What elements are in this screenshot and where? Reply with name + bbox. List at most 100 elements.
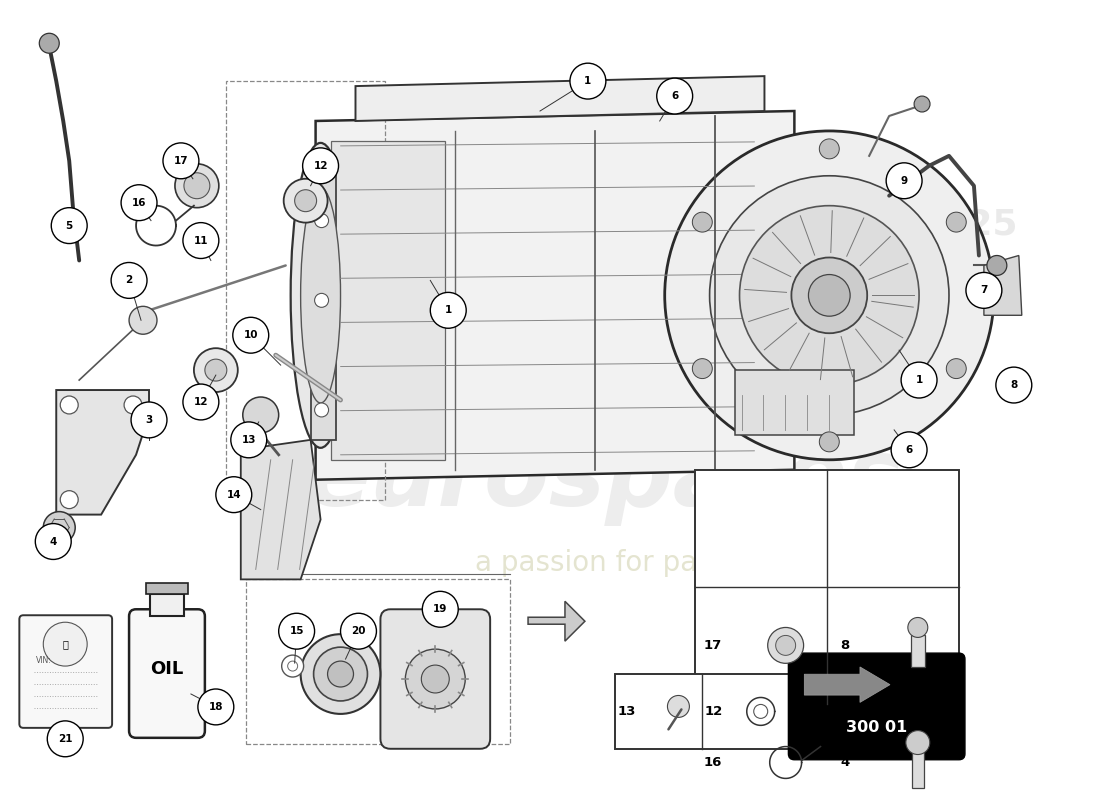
Circle shape [946,358,966,378]
FancyBboxPatch shape [381,610,491,749]
Circle shape [905,730,930,754]
Circle shape [668,695,690,718]
Circle shape [987,255,1007,275]
Text: 6: 6 [671,91,679,101]
Text: 19: 19 [433,604,448,614]
Circle shape [198,689,234,725]
Circle shape [184,173,210,198]
Circle shape [231,422,266,458]
Circle shape [328,661,353,687]
Circle shape [40,34,59,54]
Text: 16: 16 [132,198,146,208]
Text: 20: 20 [351,626,365,636]
Text: 7: 7 [980,286,988,295]
Circle shape [891,432,927,468]
Circle shape [430,292,466,328]
Text: 1: 1 [444,306,452,315]
Text: 1: 1 [584,76,592,86]
Text: 2: 2 [125,275,133,286]
Circle shape [121,185,157,221]
Circle shape [776,635,795,655]
Text: 17: 17 [174,156,188,166]
Text: 9: 9 [901,176,908,186]
Circle shape [243,397,278,433]
Circle shape [131,402,167,438]
Circle shape [216,477,252,513]
Circle shape [124,396,142,414]
Text: 13: 13 [617,705,636,718]
Polygon shape [56,390,148,514]
Circle shape [914,96,929,112]
Text: 4: 4 [840,756,849,769]
Bar [694,470,959,704]
Circle shape [284,178,328,222]
Bar [150,594,184,616]
Bar [735,370,855,435]
Bar [331,141,446,460]
Text: 21: 21 [58,734,73,744]
Bar [911,635,925,667]
Circle shape [315,403,329,417]
Bar [912,749,924,788]
Text: 18: 18 [209,702,223,712]
Circle shape [887,163,922,198]
Text: 15: 15 [289,626,304,636]
Text: 3: 3 [145,415,153,425]
Circle shape [60,396,78,414]
Circle shape [341,614,376,649]
Circle shape [739,206,920,385]
Circle shape [295,190,317,212]
Circle shape [278,614,315,649]
Circle shape [996,367,1032,403]
Text: 12: 12 [705,705,723,718]
Text: 5: 5 [66,221,73,230]
Circle shape [183,384,219,420]
Circle shape [47,721,84,757]
Text: 2025: 2025 [916,208,1018,242]
Circle shape [406,649,465,709]
Circle shape [664,131,994,460]
Bar [226,81,385,500]
Circle shape [35,523,72,559]
Circle shape [966,273,1002,308]
Circle shape [901,362,937,398]
Circle shape [233,318,268,353]
Text: 10: 10 [243,330,258,340]
Text: 4: 4 [50,537,57,546]
Text: eurospares: eurospares [306,434,903,526]
Circle shape [692,358,713,378]
Text: 12: 12 [314,161,328,171]
Circle shape [421,665,449,693]
Text: 300 01: 300 01 [846,720,907,734]
Circle shape [808,274,850,316]
Circle shape [314,647,367,701]
Circle shape [570,63,606,99]
Text: VIN:: VIN: [36,655,52,665]
Bar [310,161,336,440]
Circle shape [183,222,219,258]
Polygon shape [804,667,890,702]
Circle shape [43,512,75,543]
FancyBboxPatch shape [129,610,205,738]
Circle shape [315,294,329,307]
Circle shape [111,262,147,298]
Circle shape [710,176,949,415]
Polygon shape [528,602,585,641]
Text: 🐂: 🐂 [63,639,68,649]
Polygon shape [983,255,1022,315]
Text: a passion for parts: a passion for parts [475,550,735,578]
Text: 6: 6 [905,445,913,455]
Text: 11: 11 [194,235,208,246]
Text: 12: 12 [194,397,208,407]
Circle shape [754,705,768,718]
Ellipse shape [290,143,351,448]
Circle shape [52,208,87,243]
Polygon shape [241,440,320,579]
Circle shape [129,306,157,334]
Circle shape [820,139,839,159]
Bar [245,579,510,744]
Text: OIL: OIL [151,660,184,678]
Bar [146,583,188,594]
Text: 16: 16 [703,756,722,769]
FancyBboxPatch shape [789,653,965,760]
